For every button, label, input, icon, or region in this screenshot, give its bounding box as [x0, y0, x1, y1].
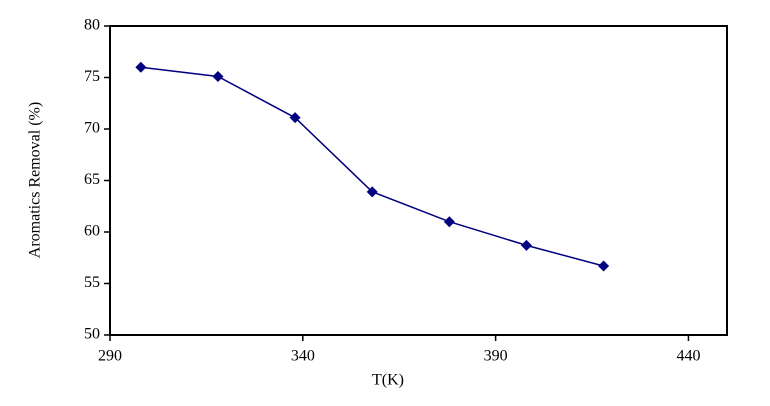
y-tick-label: 80: [84, 17, 100, 34]
marker: [366, 186, 378, 198]
x-tick-label: 390: [484, 348, 508, 365]
x-tick-label: 340: [291, 348, 315, 365]
marker: [289, 112, 301, 124]
y-tick-label: 55: [84, 274, 100, 291]
y-axis-label: Aromatics Removal (%): [27, 102, 44, 258]
x-axis-label: T(K): [372, 372, 404, 389]
y-tick-label: 50: [84, 326, 100, 343]
x-tick-label: 290: [98, 348, 122, 365]
x-tick-label: 440: [676, 348, 700, 365]
y-tick-label: 75: [84, 68, 100, 85]
marker: [135, 61, 147, 73]
marker: [443, 216, 455, 228]
marker: [520, 239, 532, 251]
marker: [598, 260, 610, 272]
y-tick-label: 70: [84, 120, 100, 137]
marker: [212, 70, 224, 82]
plot-frame: [109, 25, 728, 336]
y-tick-label: 60: [84, 223, 100, 240]
series-line: [140, 66, 604, 267]
y-tick-label: 65: [84, 171, 100, 188]
